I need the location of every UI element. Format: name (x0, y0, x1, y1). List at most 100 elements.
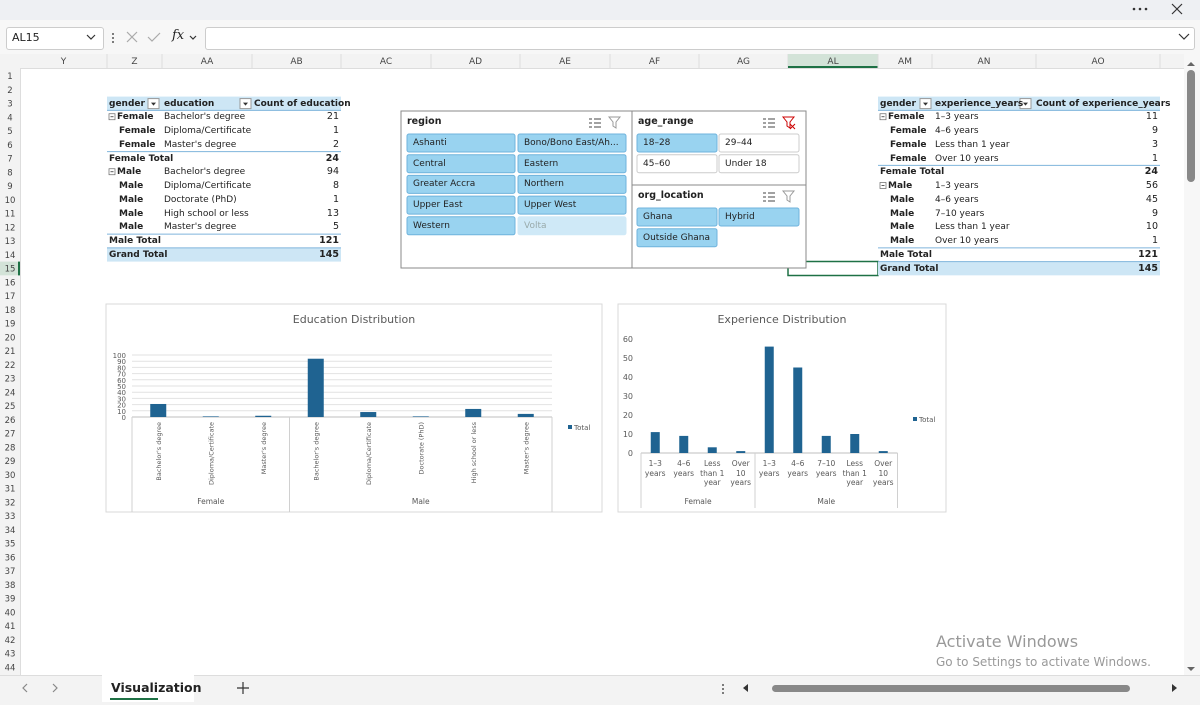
y-tick-label: 90 (117, 358, 126, 366)
y-tick-label: 30 (623, 392, 633, 401)
row-header: 17 (5, 292, 16, 302)
row-header: 42 (5, 636, 16, 646)
scroll-thumb[interactable] (1187, 70, 1195, 182)
vertical-scrollbar[interactable] (1184, 54, 1200, 675)
slicer-item[interactable] (517, 195, 627, 215)
slicer-item[interactable] (406, 154, 516, 174)
row-header: 26 (5, 416, 16, 426)
name-box[interactable] (6, 27, 104, 50)
row-header: 21 (5, 347, 16, 357)
y-tick-label: 10 (117, 408, 126, 416)
slicer-item[interactable] (406, 216, 516, 236)
bar (307, 358, 324, 417)
group-label: Male (412, 497, 430, 506)
row-item: Master's degree (164, 222, 237, 233)
row-count: 94 (326, 166, 339, 178)
multi-select-icon (763, 118, 775, 128)
row-header: 35 (5, 540, 16, 550)
y-tick-label: 30 (117, 395, 126, 403)
row-label: Female (890, 153, 927, 164)
bar (360, 412, 377, 417)
row-label: Female (890, 139, 927, 150)
legend-swatch (913, 417, 917, 421)
column-header: AA (201, 57, 214, 67)
slicer-item[interactable] (517, 174, 627, 194)
clear-filter-icon (607, 116, 622, 129)
column-header-bar (0, 54, 1184, 69)
row-label: Female (888, 112, 925, 123)
slicer-item[interactable] (406, 174, 516, 194)
bar (850, 434, 860, 453)
slicer-item-label: Ghana (643, 212, 673, 222)
row-header: 8 (7, 168, 12, 178)
group-label: Female (197, 497, 225, 506)
row-header: 23 (5, 375, 16, 385)
subtotal-label: Male Total (880, 249, 932, 260)
filter-dropdown-arrow (1023, 102, 1028, 106)
row-header: 15 (5, 265, 16, 275)
slicer-item[interactable] (718, 207, 800, 227)
row-header: 24 (5, 388, 16, 398)
slicer-item[interactable] (406, 133, 516, 153)
row-header: 14 (5, 251, 16, 261)
bar (707, 447, 717, 453)
category-label: Doctorate (PhD) (417, 422, 425, 474)
row-header: 36 (5, 553, 16, 563)
pivot-header: education (164, 98, 215, 109)
function-button[interactable]: fx (172, 28, 185, 43)
row-header: 4 (7, 113, 12, 123)
row-count: 5 (332, 221, 339, 233)
slicer-item[interactable] (517, 154, 627, 174)
horizontal-scroll-thumb[interactable] (772, 685, 1130, 692)
category-label: 7–10 years (815, 459, 837, 478)
row-label: Male (117, 167, 142, 178)
row-header: 30 (5, 471, 16, 481)
row-header: 31 (5, 485, 16, 495)
slicer-item[interactable] (517, 216, 627, 236)
row-header: 10 (5, 196, 16, 206)
column-header: AF (649, 57, 660, 67)
active-row-header (0, 261, 20, 276)
formula-input[interactable] (205, 27, 1195, 50)
y-tick-label: 10 (623, 430, 633, 439)
row-item: 1–3 years (935, 181, 979, 191)
row-header: 9 (7, 182, 12, 192)
sheet-tab-label[interactable]: Visualization (111, 680, 202, 695)
row-header: 7 (7, 155, 12, 165)
subtotal-label: Female Total (109, 153, 174, 164)
row-item: Bachelor's degree (164, 112, 246, 123)
slicer-item-label: 45–60 (643, 158, 671, 169)
y-tick-label: 60 (623, 335, 633, 344)
subtotal-label: Female Total (880, 167, 945, 178)
row-count: 21 (326, 111, 339, 123)
slicer-item[interactable] (406, 195, 516, 215)
column-header: AM (898, 57, 912, 67)
row-count: 1 (1151, 152, 1158, 164)
pivot-header: experience_years (935, 98, 1024, 109)
row-header: 22 (5, 361, 16, 371)
row-label: Male (890, 194, 915, 205)
slicer-item[interactable] (636, 133, 718, 153)
row-label: Female (117, 112, 154, 123)
slicer-item[interactable] (636, 228, 718, 248)
slicer-item[interactable] (636, 154, 718, 174)
slicer-item[interactable] (718, 133, 800, 153)
row-header: 6 (7, 141, 12, 151)
row-item: Less than 1 year (935, 222, 1010, 233)
category-label: Diploma/Certificate (365, 422, 373, 485)
row-item: Over 10 years (935, 236, 999, 246)
name-box-text: AL15 (12, 31, 40, 44)
watermark-title: Activate Windows (936, 632, 1079, 651)
y-tick-label: 20 (623, 411, 633, 420)
column-header: AD (469, 57, 482, 67)
y-tick-label: 40 (623, 373, 633, 382)
bar (764, 346, 774, 453)
row-count: 1 (1151, 235, 1158, 246)
slicer-item[interactable] (517, 133, 627, 153)
slicer-item[interactable] (636, 207, 718, 227)
pivot-header-bg (107, 96, 341, 111)
row-label: Male (119, 181, 144, 191)
sheet-tab[interactable] (102, 675, 194, 702)
slicer-item-label: Eastern (524, 158, 559, 169)
slicer-item[interactable] (718, 154, 800, 174)
